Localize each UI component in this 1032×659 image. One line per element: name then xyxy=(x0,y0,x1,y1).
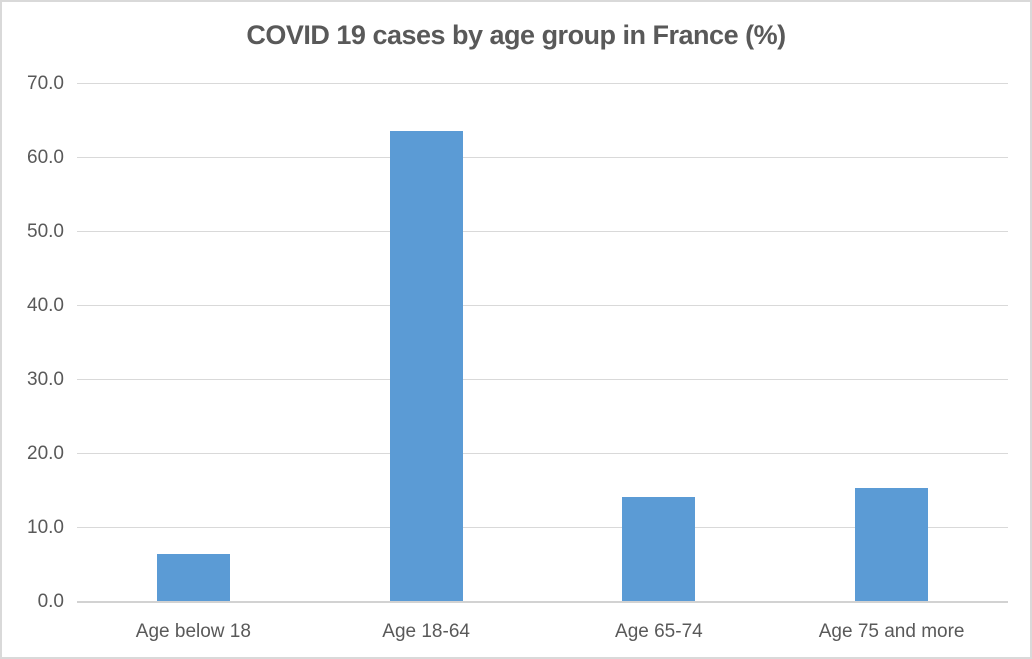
chart-title: COVID 19 cases by age group in France (%… xyxy=(246,20,786,50)
x-tick-label: Age 18-64 xyxy=(382,621,470,642)
x-tick-label: Age 75 and more xyxy=(818,621,965,642)
y-tick-label: 50.0 xyxy=(27,221,64,242)
x-tick-label: Age below 18 xyxy=(135,621,251,642)
gridline xyxy=(77,305,1008,306)
gridline xyxy=(77,527,1008,528)
gridline xyxy=(77,453,1008,454)
y-tick-label: 10.0 xyxy=(27,517,64,538)
gridline xyxy=(77,379,1008,380)
gridline xyxy=(77,231,1008,232)
x-axis-line xyxy=(77,601,1008,603)
bar-4 xyxy=(855,488,929,602)
x-tick-label: Age 65-74 xyxy=(615,621,703,642)
bar-3 xyxy=(622,496,696,602)
bar-1 xyxy=(156,553,230,602)
gridline xyxy=(77,157,1008,158)
y-tick-label: 40.0 xyxy=(27,295,64,316)
plot-area xyxy=(77,83,1008,603)
y-tick-label: 30.0 xyxy=(27,369,64,390)
bar-2 xyxy=(389,131,463,602)
y-tick-label: 60.0 xyxy=(27,147,64,168)
y-tick-label: 20.0 xyxy=(27,443,64,464)
gridline xyxy=(77,83,1008,84)
y-tick-label: 0.0 xyxy=(37,591,64,612)
y-tick-label: 70.0 xyxy=(27,73,64,94)
